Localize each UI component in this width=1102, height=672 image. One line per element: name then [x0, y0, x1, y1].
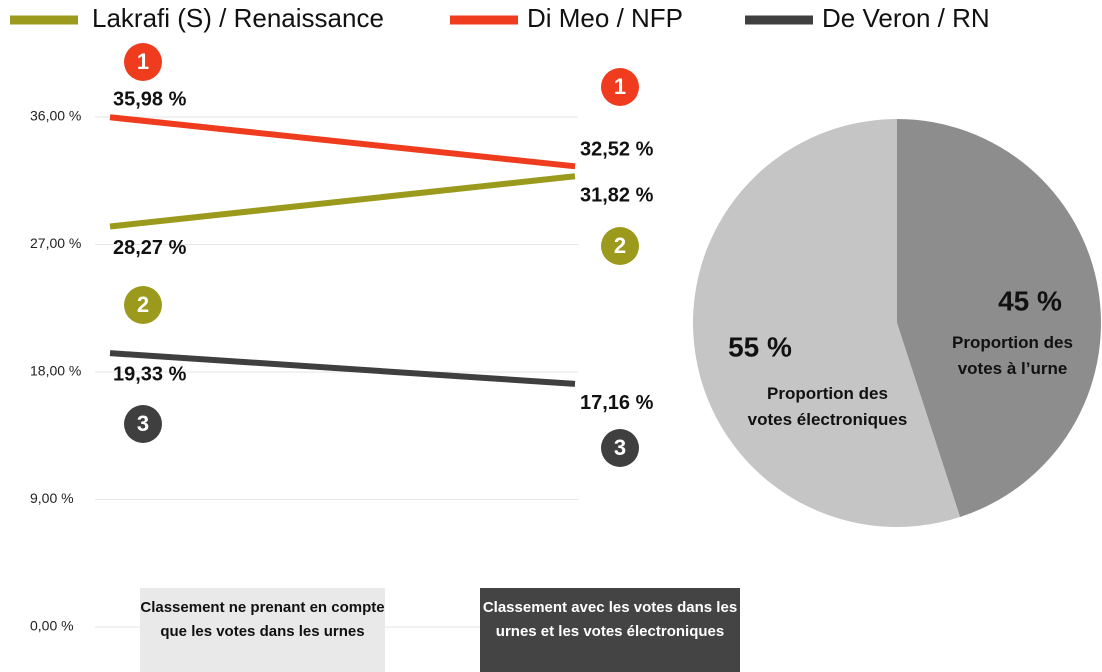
data-label: 28,27 %: [113, 237, 187, 259]
pie-value-label: 45 %: [998, 285, 1062, 316]
data-label: 35,98 %: [113, 89, 187, 111]
rank-label: 1: [614, 74, 626, 99]
y-tick-label: 0,00 %: [30, 618, 74, 634]
data-label: 19,33 %: [113, 363, 187, 385]
data-label: 31,82 %: [580, 184, 654, 206]
pie-value-label: 55 %: [728, 331, 792, 362]
series-line: [109, 173, 576, 230]
pie-category-label: Proportion des votes à l’urne: [952, 333, 1073, 378]
rank-badge: [601, 429, 639, 467]
legend-label: De Veron / RN: [822, 3, 990, 33]
rank-label: 1: [137, 49, 149, 74]
rank-label: 2: [137, 292, 149, 317]
rank-label: 3: [137, 411, 149, 436]
rank-badge: [601, 227, 639, 265]
legend-label: Lakrafi (S) / Renaissance: [92, 3, 384, 33]
legend-label: Di Meo / NFP: [527, 3, 683, 33]
rank-badge: [601, 68, 639, 106]
series-line: [109, 350, 576, 387]
rank-badge: [124, 286, 162, 324]
data-label: 32,52 %: [580, 139, 654, 161]
y-tick-label: 27,00 %: [30, 235, 81, 251]
pie-slice: [897, 119, 1101, 518]
rank-label: 3: [614, 435, 626, 460]
rank-label: 2: [614, 233, 626, 258]
series-line: [109, 114, 576, 170]
y-tick-label: 18,00 %: [30, 363, 81, 379]
category-box: Classement avec les votes dans les urnes…: [480, 588, 740, 672]
rank-badge: [124, 43, 162, 81]
rank-badge: [124, 405, 162, 443]
y-tick-label: 36,00 %: [30, 108, 81, 124]
data-label: 17,16 %: [580, 392, 654, 414]
category-box: Classement ne prenant en compte que les …: [140, 588, 385, 672]
y-tick-label: 9,00 %: [30, 490, 74, 506]
pie-slice: [692, 119, 961, 527]
pie-category-label: Proportion des votes électroniques: [747, 384, 908, 429]
